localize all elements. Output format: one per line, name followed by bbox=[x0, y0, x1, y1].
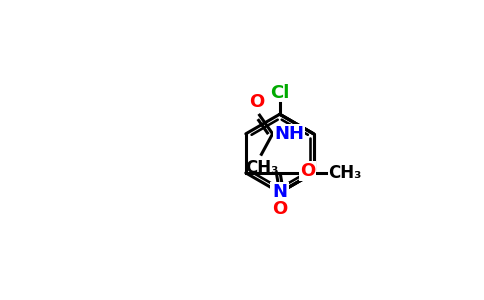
Text: N: N bbox=[272, 184, 287, 202]
Text: CH₃: CH₃ bbox=[328, 164, 362, 182]
Text: Cl: Cl bbox=[270, 84, 289, 102]
Text: O: O bbox=[300, 162, 316, 180]
Text: O: O bbox=[249, 93, 264, 111]
Text: CH₃: CH₃ bbox=[245, 159, 278, 177]
Text: NH: NH bbox=[274, 125, 304, 143]
Text: O: O bbox=[272, 200, 288, 218]
